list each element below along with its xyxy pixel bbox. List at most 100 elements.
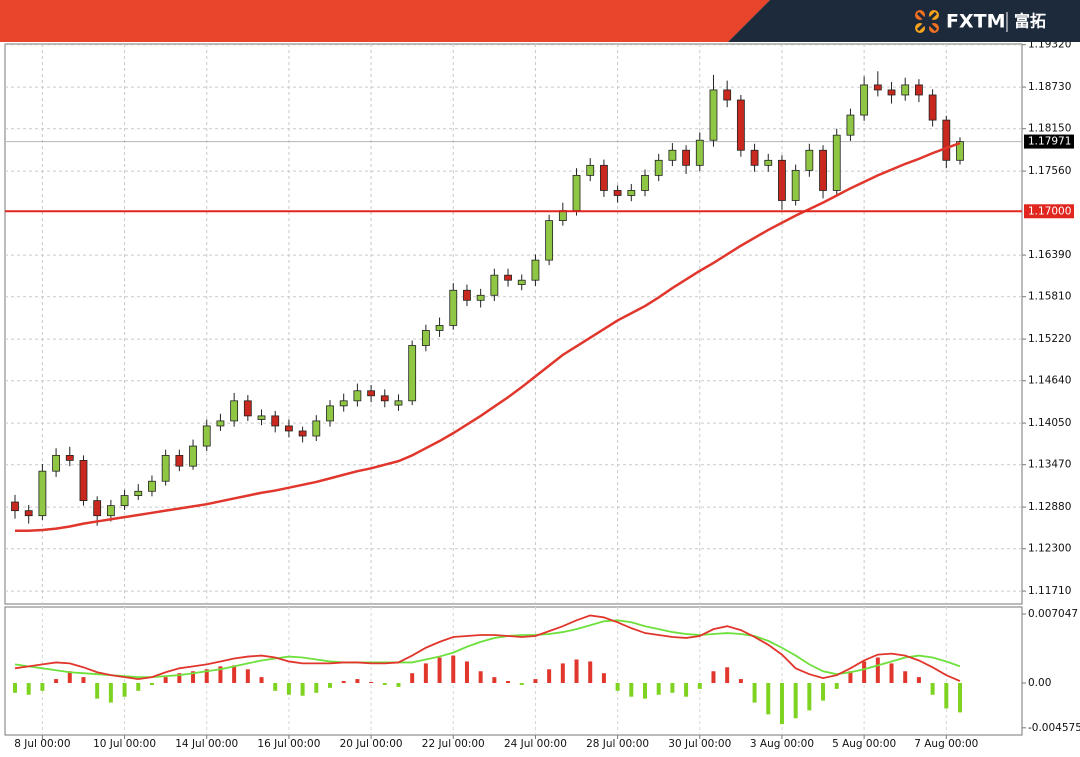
candle-body <box>216 420 225 427</box>
candle-body <box>394 400 403 406</box>
macd-histogram-bar <box>875 657 880 683</box>
candle-body <box>709 89 718 141</box>
macd-histogram-bar <box>410 673 415 683</box>
macd-histogram-bar <box>766 682 771 715</box>
brand: FXTM <box>946 11 1006 33</box>
candle-body <box>175 454 184 467</box>
candle-body <box>778 159 786 201</box>
y-tick-label: 1.14640 <box>1028 375 1071 387</box>
candle-body <box>93 500 102 517</box>
banner-red <box>0 0 770 42</box>
candle-body <box>901 84 910 96</box>
macd-histogram-bar <box>232 665 237 683</box>
macd-histogram-bar <box>341 681 346 683</box>
candle-body <box>805 149 814 171</box>
macd-histogram-bar <box>697 682 702 689</box>
x-tick-label: 20 Jul 00:00 <box>340 738 403 750</box>
candle-body <box>24 510 33 517</box>
candle-body <box>695 139 704 166</box>
macd-histogram-bar <box>779 682 784 725</box>
macd-histogram-bar <box>245 669 250 683</box>
macd-histogram-bar <box>492 677 497 683</box>
macd-histogram-bar <box>958 682 962 713</box>
macd-histogram-bar <box>615 682 620 691</box>
macd-histogram-bar <box>286 682 291 695</box>
level-label-bg <box>1024 204 1074 219</box>
macd-histogram-bar <box>355 679 360 683</box>
candle-body <box>627 190 636 196</box>
macd-histogram-bar <box>629 682 634 697</box>
candle-body <box>38 470 47 517</box>
macd-histogram-bar <box>560 663 565 683</box>
candle-body <box>476 294 485 301</box>
macd-histogram-bar <box>903 671 908 683</box>
macd-histogram-bar <box>738 679 743 683</box>
macd-line <box>14 614 961 682</box>
macd-histogram-bar <box>177 673 182 683</box>
macd-histogram-bar <box>821 682 826 701</box>
candle-body <box>161 454 170 482</box>
y-tick-label: -0.004575 <box>1028 722 1080 734</box>
logo-icon <box>915 10 939 33</box>
macd-histogram-bar <box>944 682 949 709</box>
macd-histogram-bar <box>807 682 812 711</box>
candle-body <box>586 164 595 176</box>
macd-histogram-bar <box>464 661 469 683</box>
macd-histogram-bar <box>136 682 141 691</box>
x-tick-label: 24 Jul 00:00 <box>504 738 567 750</box>
candle-body <box>504 274 512 281</box>
candle-body <box>120 495 129 507</box>
candle-body <box>339 400 348 407</box>
candle-body <box>572 174 581 211</box>
macd-pane <box>4 606 1023 736</box>
last-price-label: 1.17971 <box>1028 136 1071 148</box>
candle-body <box>750 149 759 166</box>
macd-histogram-bar <box>793 682 798 719</box>
candle-body <box>463 289 471 301</box>
candle-body <box>668 149 677 161</box>
candle-body <box>736 99 745 151</box>
candle-body <box>285 425 293 432</box>
macd-histogram-bar <box>81 677 86 683</box>
macd-histogram-bar <box>149 682 154 685</box>
candle-body <box>326 405 334 422</box>
candle-body <box>682 149 690 166</box>
candle-body <box>723 89 732 101</box>
macd-histogram-bar <box>108 682 113 703</box>
y-tick-label: 0.007047 <box>1028 608 1078 620</box>
x-tick-label: 14 Jul 00:00 <box>175 738 238 750</box>
candle-body <box>257 415 266 420</box>
candle-body <box>353 390 362 402</box>
macd-histogram-bar <box>273 682 278 691</box>
candle-body <box>887 89 896 96</box>
macd-histogram-bar <box>588 661 593 683</box>
macd-histogram-bar <box>67 671 72 683</box>
macd-histogram-bar <box>711 671 716 683</box>
candle-body <box>230 400 239 422</box>
candle-body <box>435 325 444 331</box>
candle-body <box>613 190 622 196</box>
candle-body <box>202 425 211 447</box>
candle-body <box>819 149 827 191</box>
candle-body <box>490 274 499 296</box>
macd-histogram-bar <box>26 682 31 695</box>
macd-histogram-bar <box>95 682 100 699</box>
y-tick-label: 0.00 <box>1028 677 1051 689</box>
y-tick-label: 1.17560 <box>1028 165 1071 177</box>
brand-cn: 富拓 <box>1014 12 1046 31</box>
macd-histogram-bar <box>122 682 127 697</box>
macd-histogram-bar <box>684 682 689 697</box>
candle-body <box>517 279 526 285</box>
candle-body <box>298 430 307 437</box>
macd-histogram-bar <box>300 682 305 696</box>
macd-histogram-bar <box>656 682 661 695</box>
signal-line <box>14 619 961 679</box>
moving-average <box>15 141 961 533</box>
candle-body <box>367 390 375 397</box>
candle-body <box>408 345 417 402</box>
x-tick-label: 7 Aug 00:00 <box>914 738 978 750</box>
macd-histogram-bar <box>889 663 894 683</box>
candle-body <box>449 289 458 326</box>
last-price-bg <box>1024 134 1074 149</box>
